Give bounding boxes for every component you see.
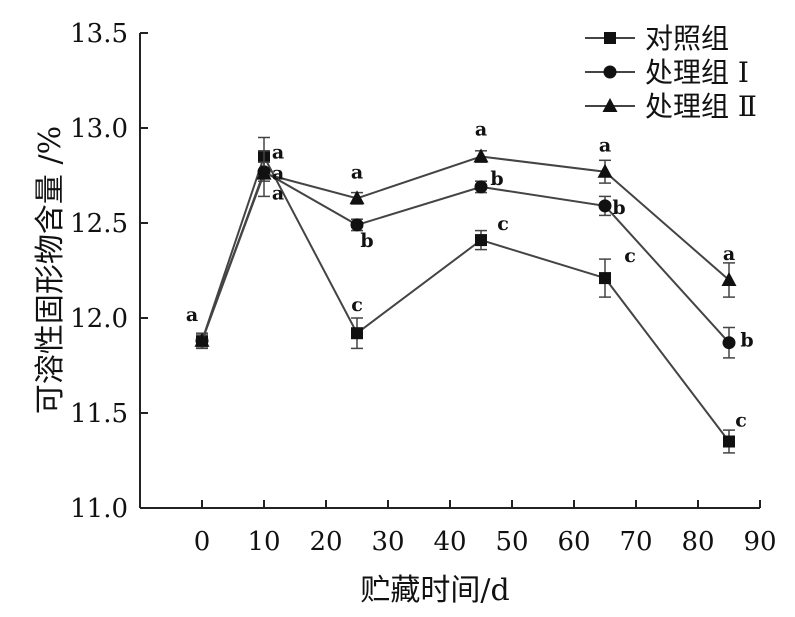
- significance-label: c: [497, 213, 509, 235]
- data-point: [721, 272, 737, 286]
- data-point: [473, 148, 489, 163]
- legend-marker: [603, 65, 617, 79]
- data-point: [597, 163, 613, 178]
- data-point: [475, 234, 487, 247]
- legend-label: 处理组 Ⅰ: [645, 56, 749, 89]
- x-tick-label: 30: [371, 527, 404, 557]
- significance-label: c: [624, 245, 636, 267]
- data-point: [474, 180, 488, 194]
- x-tick-label: 70: [619, 527, 652, 557]
- series-layer: [194, 136, 737, 454]
- significance-label: a: [351, 161, 363, 183]
- significance-label: a: [186, 304, 198, 326]
- x-tick-label: 20: [309, 527, 342, 557]
- data-point: [256, 165, 272, 180]
- significance-label: a: [723, 243, 735, 265]
- x-tick-label: 10: [247, 527, 280, 557]
- x-tick-label: 80: [681, 527, 714, 557]
- series-line: [201, 155, 730, 342]
- series-3: [194, 148, 737, 348]
- significance-label: a: [272, 142, 284, 164]
- significance-label: b: [612, 197, 625, 219]
- x-tick-label: 60: [557, 527, 590, 557]
- significance-label: c: [735, 410, 747, 432]
- x-tick-label: 40: [433, 527, 466, 557]
- legend-label: 对照组: [645, 22, 729, 55]
- legend-marker: [602, 98, 618, 112]
- legend-item: 对照组: [585, 22, 729, 55]
- significance-label: a: [599, 135, 611, 157]
- data-point: [351, 327, 363, 340]
- legend-marker: [604, 32, 616, 44]
- x-tick-label: 90: [743, 527, 776, 557]
- y-tick-label: 13.0: [70, 114, 128, 144]
- significance-label: a: [475, 119, 487, 141]
- y-tick-label: 12.0: [70, 304, 128, 334]
- data-point: [194, 332, 210, 347]
- data-point: [722, 336, 736, 350]
- significance-label: b: [740, 330, 753, 352]
- significance-label: c: [351, 294, 363, 316]
- legend-item: 处理组 Ⅱ: [585, 90, 757, 123]
- data-point: [598, 199, 612, 213]
- significance-label: b: [490, 168, 503, 190]
- data-point: [349, 190, 365, 205]
- x-tick-label: 0: [194, 527, 211, 557]
- y-axis-title: 可溶性固形物含量 /%: [33, 126, 68, 414]
- y-tick-label: 12.5: [70, 209, 128, 239]
- ticks: 11.0 11.5 12.0 12.5 13.0 13.5 0 10 20 30 40 50 60 70 8…: [70, 19, 776, 557]
- x-tick-label: 50: [495, 527, 528, 557]
- data-point: [599, 272, 611, 285]
- series-line: [201, 153, 730, 443]
- x-axis-title: 贮藏时间/d: [360, 573, 509, 608]
- significance-label: a: [272, 163, 284, 185]
- y-tick-label: 11.5: [70, 399, 128, 429]
- legend-item: 处理组 Ⅰ: [585, 56, 749, 89]
- y-tick-label: 11.0: [70, 494, 128, 524]
- data-point: [350, 218, 364, 232]
- legend-label: 处理组 Ⅱ: [645, 90, 757, 123]
- y-tick-label: 13.5: [70, 19, 128, 49]
- significance-label: b: [360, 230, 373, 252]
- data-point: [723, 435, 735, 448]
- significance-label: a: [272, 183, 284, 205]
